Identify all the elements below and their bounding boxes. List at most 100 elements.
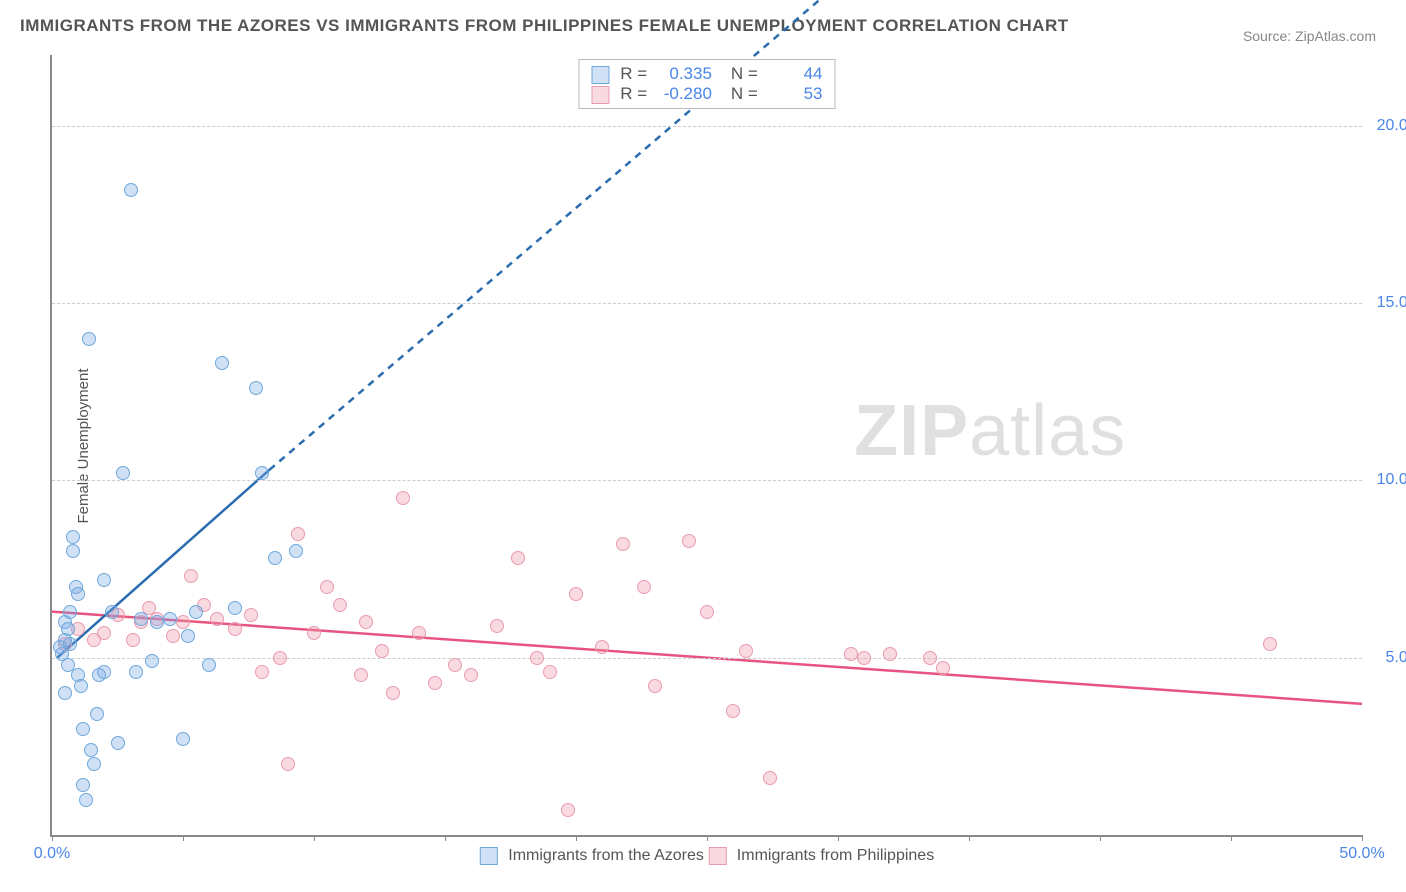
data-point-philippines [561, 803, 575, 817]
series-legend: Immigrants from the Azores Immigrants fr… [480, 847, 934, 865]
data-point-philippines [490, 619, 504, 633]
x-tick [576, 835, 577, 841]
x-tick-label: 50.0% [1339, 845, 1384, 863]
data-point-philippines [166, 629, 180, 643]
data-point-philippines [616, 537, 630, 551]
watermark-rest: atlas [969, 391, 1126, 471]
x-tick [1231, 835, 1232, 841]
data-point-azores [215, 356, 229, 370]
data-point-azores [79, 793, 93, 807]
legend-swatch-azores [592, 66, 610, 84]
x-tick [1362, 835, 1363, 841]
data-point-philippines [412, 626, 426, 640]
data-point-philippines [844, 647, 858, 661]
x-tick [707, 835, 708, 841]
legend-swatch-philippines [708, 847, 726, 865]
data-point-azores [76, 778, 90, 792]
data-point-philippines [228, 622, 242, 636]
legend-row-philippines: R = -0.280 N = 53 [592, 84, 823, 104]
y-tick-label: 15.0% [1377, 294, 1406, 312]
r-label: R = [620, 64, 647, 83]
data-point-azores [63, 637, 77, 651]
data-point-philippines [255, 665, 269, 679]
data-point-azores [163, 612, 177, 626]
data-point-azores [74, 679, 88, 693]
legend-label-philippines: Immigrants from Philippines [737, 847, 934, 864]
gridline-h [52, 303, 1362, 304]
data-point-azores [255, 466, 269, 480]
data-point-azores [181, 629, 195, 643]
data-point-azores [87, 757, 101, 771]
data-point-philippines [448, 658, 462, 672]
data-point-philippines [637, 580, 651, 594]
data-point-philippines [210, 612, 224, 626]
data-point-azores [134, 612, 148, 626]
data-point-azores [63, 605, 77, 619]
data-point-azores [249, 381, 263, 395]
legend-swatch-azores [480, 847, 498, 865]
data-point-philippines [530, 651, 544, 665]
data-point-philippines [126, 633, 140, 647]
n-label: N = [731, 84, 758, 103]
data-point-azores [84, 743, 98, 757]
legend-label-azores: Immigrants from the Azores [508, 847, 704, 864]
data-point-philippines [320, 580, 334, 594]
data-point-philippines [511, 551, 525, 565]
data-point-philippines [883, 647, 897, 661]
data-point-azores [66, 544, 80, 558]
data-point-azores [268, 551, 282, 565]
philippines-r-value: -0.280 [652, 84, 712, 104]
y-tick-label: 10.0% [1377, 471, 1406, 489]
source-name: ZipAtlas.com [1295, 28, 1376, 44]
gridline-h [52, 126, 1362, 127]
data-point-philippines [726, 704, 740, 718]
data-point-philippines [739, 644, 753, 658]
data-point-azores [90, 707, 104, 721]
data-point-philippines [291, 527, 305, 541]
data-point-philippines [281, 757, 295, 771]
data-point-philippines [359, 615, 373, 629]
x-tick [1100, 835, 1101, 841]
gridline-h [52, 658, 1362, 659]
data-point-philippines [176, 615, 190, 629]
correlation-legend: R = 0.335 N = 44 R = -0.280 N = 53 [579, 59, 836, 109]
data-point-azores [61, 622, 75, 636]
data-point-philippines [700, 605, 714, 619]
data-point-azores [66, 530, 80, 544]
chart-title: IMMIGRANTS FROM THE AZORES VS IMMIGRANTS… [20, 16, 1069, 36]
data-point-philippines [97, 626, 111, 640]
x-tick [445, 835, 446, 841]
data-point-philippines [386, 686, 400, 700]
data-point-philippines [857, 651, 871, 665]
data-point-azores [129, 665, 143, 679]
data-point-philippines [307, 626, 321, 640]
data-point-philippines [375, 644, 389, 658]
data-point-philippines [682, 534, 696, 548]
data-point-philippines [569, 587, 583, 601]
x-tick [183, 835, 184, 841]
data-point-azores [202, 658, 216, 672]
legend-swatch-philippines [592, 86, 610, 104]
data-point-philippines [648, 679, 662, 693]
azores-n-value: 44 [762, 64, 822, 84]
data-point-philippines [428, 676, 442, 690]
data-point-philippines [396, 491, 410, 505]
data-point-philippines [923, 651, 937, 665]
source-attribution: Source: ZipAtlas.com [1243, 28, 1376, 44]
data-point-azores [105, 605, 119, 619]
philippines-n-value: 53 [762, 84, 822, 104]
data-point-philippines [184, 569, 198, 583]
data-point-azores [189, 605, 203, 619]
x-tick [838, 835, 839, 841]
data-point-azores [97, 573, 111, 587]
data-point-azores [145, 654, 159, 668]
y-tick-label: 5.0% [1386, 649, 1406, 667]
x-tick [314, 835, 315, 841]
chart-plot-area: ZIPatlas R = 0.335 N = 44 R = -0.280 N =… [50, 55, 1362, 837]
data-point-philippines [333, 598, 347, 612]
data-point-azores [71, 587, 85, 601]
data-point-philippines [763, 771, 777, 785]
r-label: R = [620, 84, 647, 103]
data-point-azores [289, 544, 303, 558]
data-point-azores [124, 183, 138, 197]
